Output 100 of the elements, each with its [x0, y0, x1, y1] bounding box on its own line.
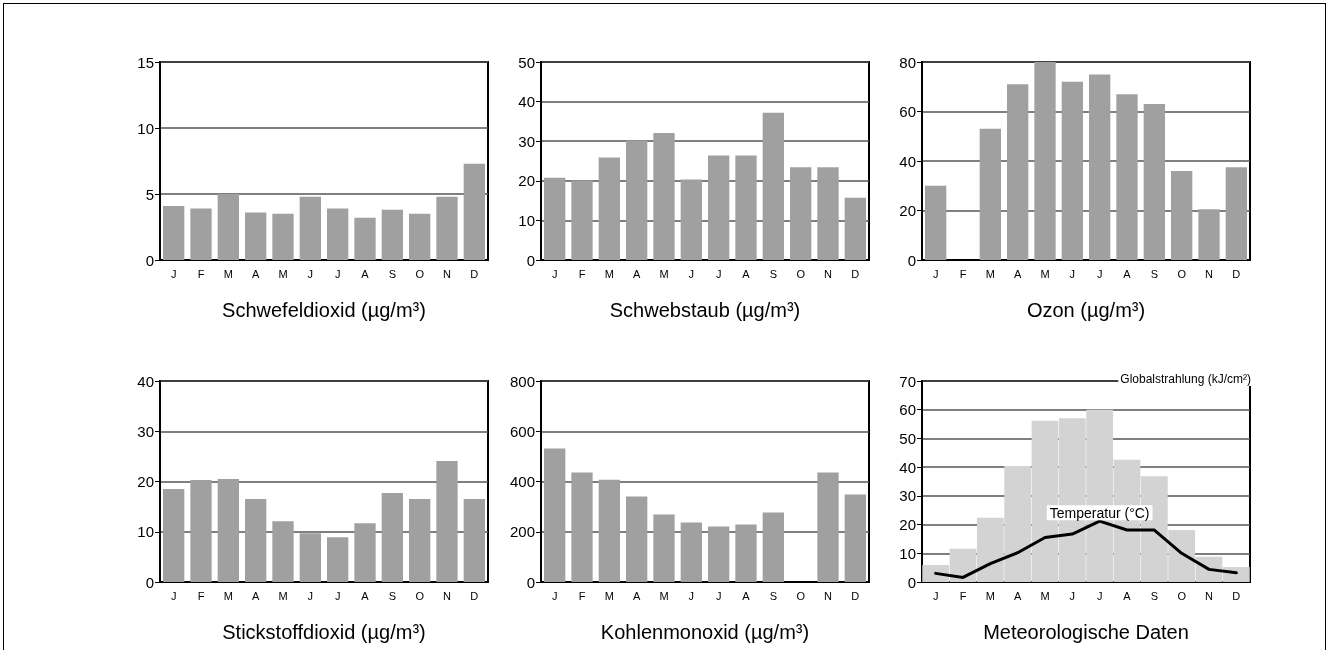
- x-tick-label: J: [1069, 267, 1076, 280]
- y-tick-label: 40: [899, 458, 916, 476]
- bar: [1225, 167, 1247, 260]
- bar: [1089, 74, 1111, 260]
- bar: [708, 155, 730, 260]
- y-tick-label: 800: [509, 372, 535, 390]
- bar: [381, 493, 403, 582]
- y-tick-label: 0: [526, 251, 535, 269]
- bar: [1116, 94, 1138, 260]
- bar: [735, 524, 757, 582]
- bar: [544, 448, 566, 582]
- y-tick-label: 20: [518, 172, 535, 190]
- bar: [735, 155, 757, 260]
- bar: [1061, 81, 1083, 260]
- x-tick-label: A: [1013, 267, 1022, 280]
- bar: [327, 537, 349, 582]
- x-tick-label: J: [170, 267, 177, 280]
- x-tick-label: J: [1096, 589, 1103, 602]
- y-tick-label: 0: [907, 573, 916, 591]
- bar: [571, 180, 593, 260]
- x-tick-label: O: [796, 589, 806, 602]
- bar: [762, 112, 784, 260]
- bar: [436, 196, 458, 260]
- x-tick-label: J: [932, 267, 939, 280]
- bar: [653, 132, 675, 260]
- x-axis-title: Schwefeldioxid (µg/m³): [222, 299, 426, 321]
- x-tick-label: N: [824, 589, 833, 602]
- x-tick-label: A: [251, 267, 260, 280]
- x-tick-label: J: [334, 267, 341, 280]
- x-tick-label: J: [1096, 267, 1103, 280]
- bar: [190, 479, 212, 582]
- y-tick-label: 40: [899, 152, 916, 170]
- y-tick-label: 400: [509, 473, 535, 490]
- bar: [1034, 62, 1056, 260]
- bar: [463, 499, 485, 582]
- x-tick-label: D: [1232, 267, 1241, 280]
- x-tick-label: J: [551, 267, 558, 280]
- y-tick-label: 10: [899, 544, 916, 562]
- bar: [163, 489, 185, 582]
- bar: [217, 478, 239, 582]
- bar: [436, 460, 458, 582]
- x-tick-label: S: [388, 267, 397, 280]
- x-tick-label: F: [197, 267, 205, 280]
- x-tick-label: F: [578, 267, 586, 280]
- x-tick-label: M: [985, 589, 995, 602]
- bar: [463, 163, 485, 260]
- x-tick-label: D: [851, 589, 860, 602]
- x-axis-title: Meteorologische Daten: [983, 621, 1189, 643]
- bar: [817, 472, 839, 582]
- x-tick-label: J: [715, 267, 722, 280]
- x-tick-label: M: [604, 267, 614, 280]
- bar: [762, 512, 784, 582]
- x-tick-label: M: [659, 589, 669, 602]
- x-tick-label: O: [415, 267, 425, 280]
- y-tick-label: 50: [518, 53, 535, 71]
- x-tick-label: J: [1069, 589, 1076, 602]
- bar: [354, 523, 376, 582]
- x-tick-label: A: [361, 589, 370, 602]
- x-tick-label: J: [307, 267, 314, 280]
- y-tick-label: 200: [509, 523, 535, 541]
- x-tick-label: M: [604, 589, 614, 602]
- bar: [844, 197, 866, 260]
- bar: [626, 140, 648, 260]
- y-tick-label: 30: [518, 132, 535, 150]
- bar: [1171, 170, 1193, 260]
- y-tick-label: 20: [899, 202, 916, 219]
- x-tick-label: F: [959, 589, 967, 602]
- y-tick-label: 80: [899, 53, 916, 71]
- x-tick-label: S: [769, 589, 778, 602]
- bar: [327, 208, 349, 260]
- bar: [708, 526, 730, 582]
- x-tick-label: J: [688, 589, 695, 602]
- bar: [245, 499, 267, 582]
- x-tick-label: D: [851, 267, 860, 280]
- bar: [381, 209, 403, 260]
- bar: [1007, 84, 1029, 260]
- x-tick-label: O: [415, 589, 425, 602]
- x-tick-label: N: [1205, 589, 1214, 602]
- x-axis-title: Ozon (µg/m³): [1026, 299, 1146, 321]
- x-tick-label: S: [388, 589, 397, 602]
- x-tick-label: M: [223, 267, 233, 280]
- x-tick-label: O: [796, 267, 806, 280]
- y-tick-label: 30: [137, 422, 154, 440]
- y-tick-label: 50: [899, 429, 916, 447]
- bar: [680, 179, 702, 260]
- bar: [163, 205, 185, 260]
- bar: [245, 212, 267, 260]
- x-tick-label: A: [742, 267, 751, 280]
- x-tick-label: M: [659, 267, 669, 280]
- x-tick-label: J: [307, 589, 314, 602]
- y-tick-label: 5: [145, 185, 154, 203]
- x-tick-label: F: [578, 589, 586, 602]
- x-tick-label: D: [470, 589, 479, 602]
- bar: [925, 185, 947, 260]
- x-tick-label: A: [1123, 589, 1132, 602]
- y-tick-label: 30: [899, 487, 916, 505]
- x-tick-label: N: [443, 267, 452, 280]
- y-tick-label: 10: [137, 523, 154, 541]
- y-tick-label: 600: [509, 422, 535, 440]
- y-tick-label: 40: [518, 93, 535, 111]
